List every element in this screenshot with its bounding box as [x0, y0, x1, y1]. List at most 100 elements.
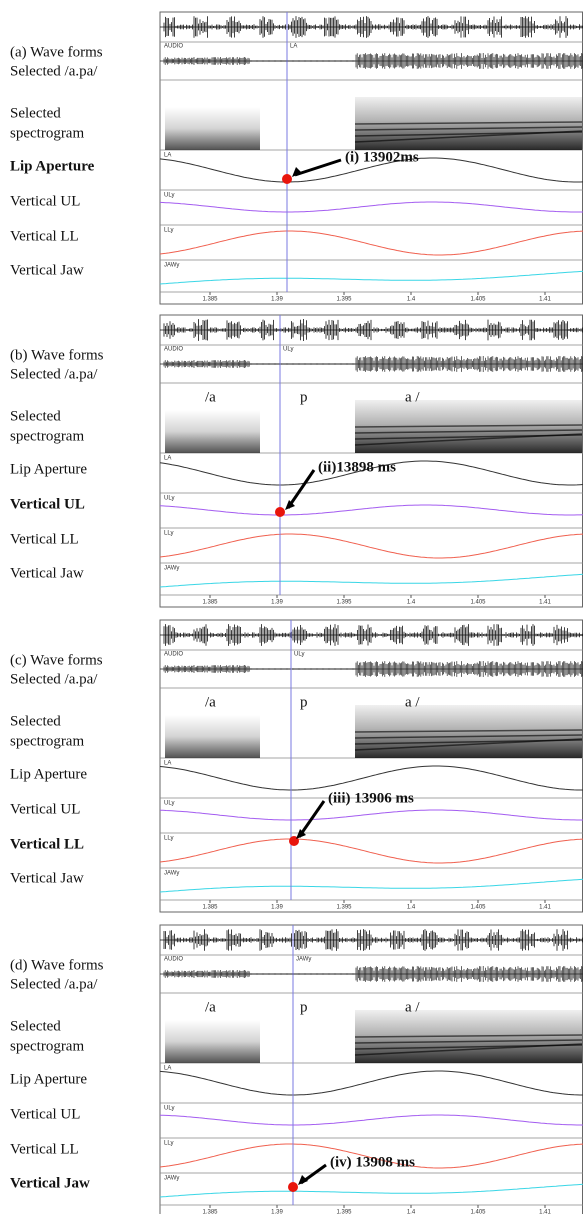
track-tag: LLy — [164, 531, 173, 537]
row-label: Lip Aperture — [10, 1071, 87, 1087]
time-tick-label: 1.41 — [539, 297, 551, 303]
cursor-tag: LA — [290, 44, 297, 50]
articulator-trace — [159, 201, 583, 213]
track-tag: JAWy — [164, 566, 179, 572]
articulator-trace — [159, 157, 583, 183]
articulator-trace — [159, 270, 583, 285]
waveform — [160, 319, 583, 341]
row-label: Lip Aperture — [10, 766, 87, 782]
annotation: (ii)13898 ms — [318, 459, 396, 475]
track-tag: JAWy — [164, 263, 179, 269]
time-tick-label: 1.405 — [470, 297, 486, 303]
annotation-arrow — [286, 469, 316, 509]
row-label: Vertical LL — [10, 531, 79, 547]
formant — [354, 1034, 583, 1038]
articulator-trace — [159, 1183, 583, 1198]
time-tick-label: 1.41 — [539, 905, 551, 911]
articulator-trace — [159, 1143, 583, 1169]
row-label: Selected — [10, 105, 61, 121]
phone-label: /a — [205, 694, 216, 710]
row-label: spectrogram — [10, 125, 84, 141]
row-label: (d) Wave forms — [10, 957, 104, 973]
row-label: spectrogram — [10, 733, 84, 749]
waveform-selected — [160, 356, 583, 372]
articulator-trace — [159, 838, 583, 864]
row-label: Selected /a.pa/ — [10, 63, 98, 79]
arrow-head — [285, 500, 295, 510]
time-tick-label: 1.395 — [336, 297, 352, 303]
track-tag: LA — [164, 456, 171, 462]
articulator-trace — [159, 878, 583, 893]
row-label: Vertical LL — [10, 228, 79, 244]
phone-label: /a — [205, 389, 216, 405]
formant — [354, 433, 583, 446]
formant — [354, 729, 583, 733]
waveform — [160, 16, 583, 38]
waveform-selected — [160, 53, 583, 69]
phone-label: p — [300, 389, 308, 405]
cursor-tag: ULy — [294, 652, 304, 658]
row-label: (b) Wave forms — [10, 347, 104, 363]
row-label: Vertical Jaw — [10, 565, 84, 581]
time-tick-label: 1.385 — [202, 600, 218, 606]
time-tick-label: 1.39 — [271, 905, 283, 911]
formant — [354, 738, 583, 751]
annotation: (i) 13902ms — [345, 149, 419, 165]
waveform — [160, 624, 583, 646]
track-tag: ULy — [164, 496, 174, 502]
annotation: (iii) 13906 ms — [328, 790, 414, 806]
row-label: Selected /a.pa/ — [10, 671, 98, 687]
waveform — [160, 929, 583, 951]
time-tick-label: 1.41 — [539, 1210, 551, 1214]
row-label: Vertical UL — [10, 1106, 80, 1122]
track-tag: LA — [164, 1066, 171, 1072]
formant — [354, 734, 583, 739]
spectrogram-left — [165, 107, 260, 150]
audio-tag: AUDIO — [164, 347, 183, 353]
time-tick-label: 1.405 — [470, 905, 486, 911]
time-tick-label: 1.41 — [539, 600, 551, 606]
cursor-tag: JAWy — [296, 957, 311, 963]
row-label: (c) Wave forms — [10, 652, 103, 668]
articulator-trace — [159, 230, 583, 256]
time-tick-label: 1.39 — [271, 1210, 283, 1214]
phone-label: p — [300, 694, 308, 710]
formant — [354, 1039, 583, 1044]
audio-tag: AUDIO — [164, 957, 183, 963]
formant — [354, 126, 583, 131]
articulator-trace — [159, 1070, 583, 1096]
row-label: Selected /a.pa/ — [10, 366, 98, 382]
time-tick-label: 1.385 — [202, 1210, 218, 1214]
arrow-head — [296, 829, 306, 839]
row-label: Lip Aperture — [10, 461, 87, 477]
time-tick-label: 1.395 — [336, 600, 352, 606]
row-label: Vertical LL — [10, 836, 84, 852]
arrow-head — [298, 1175, 308, 1185]
row-label: Selected /a.pa/ — [10, 976, 98, 992]
row-label: Vertical Jaw — [10, 1175, 90, 1191]
track-tag: ULy — [164, 801, 174, 807]
phone-label: /a — [205, 999, 216, 1015]
track-tag: LLy — [164, 1141, 173, 1147]
row-label: Vertical UL — [10, 193, 80, 209]
formant — [354, 429, 583, 434]
row-label: Vertical LL — [10, 1141, 79, 1157]
time-tick-label: 1.39 — [271, 600, 283, 606]
row-label: Selected — [10, 408, 61, 424]
row-label: Vertical UL — [10, 801, 80, 817]
track-tag: LLy — [164, 836, 173, 842]
articulator-trace — [159, 533, 583, 559]
time-tick-label: 1.4 — [407, 1210, 416, 1214]
time-tick-label: 1.385 — [202, 297, 218, 303]
phone-label: a / — [405, 389, 420, 405]
track-tag: LLy — [164, 228, 173, 234]
event-marker — [282, 174, 292, 184]
time-tick-label: 1.385 — [202, 905, 218, 911]
track-tag: ULy — [164, 1106, 174, 1112]
panel: (b) Wave forms Selected /a.pa/Selected spe… — [10, 314, 583, 608]
track-tag: JAWy — [164, 1176, 179, 1182]
time-tick-label: 1.4 — [407, 600, 416, 606]
time-tick-label: 1.4 — [407, 905, 416, 911]
formant — [354, 121, 583, 125]
